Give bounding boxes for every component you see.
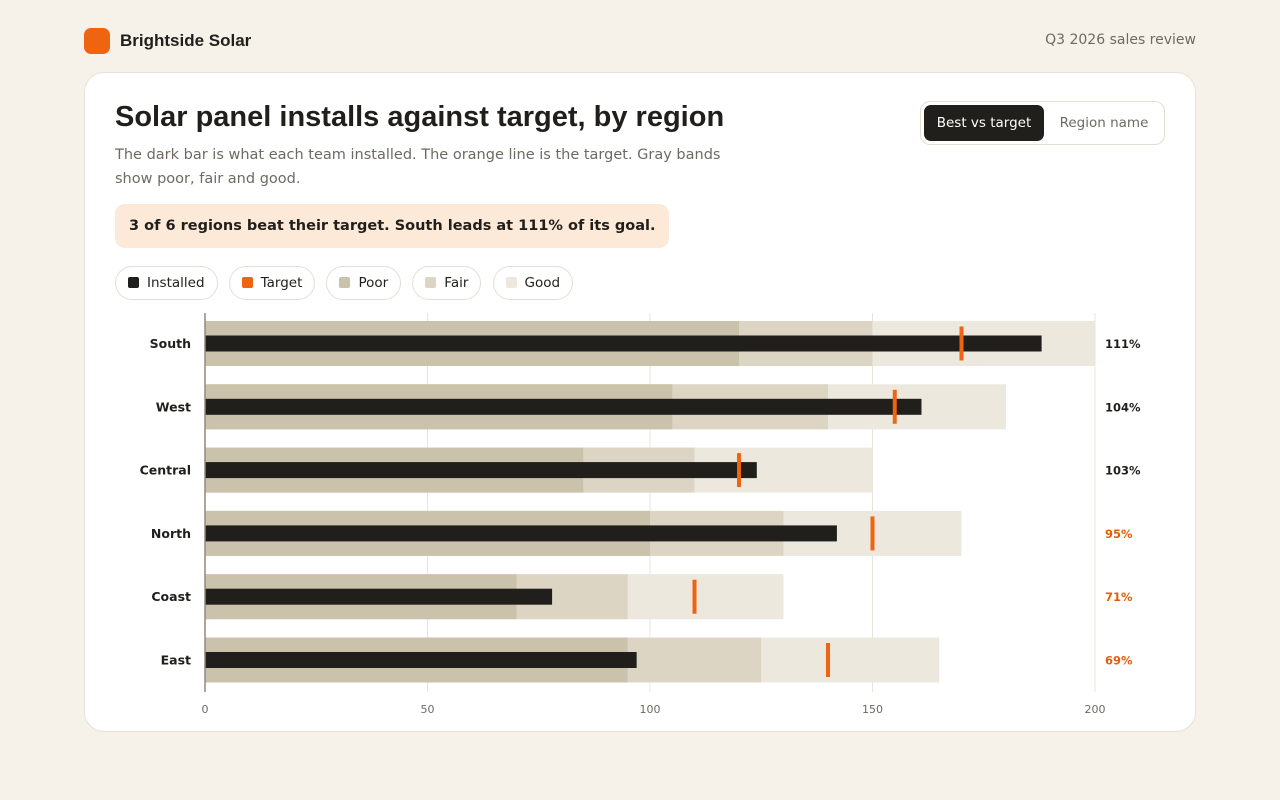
category-label: West [156,399,191,414]
x-tick-label: 150 [862,703,883,716]
sort-region-name-button[interactable]: Region name [1059,115,1149,131]
percent-label: 103% [1105,464,1141,478]
percent-label: 71% [1105,590,1133,604]
sort-toggle: Best vs target Region name [920,101,1165,145]
legend-label: Good [524,275,561,291]
legend-label: Fair [444,275,469,291]
installed-swatch [128,277,139,288]
target-marker [692,579,697,614]
category-label: Coast [151,589,191,604]
target-swatch [241,277,253,288]
legend-item-target[interactable]: Target [228,266,316,300]
legend-label: Poor [358,275,389,291]
legend-item-poor[interactable]: Poor [326,266,402,300]
x-tick-label: 0 [202,703,209,716]
summary-callout: 3 of 6 regions beat their target. South … [115,204,670,248]
installed-bar [205,525,837,542]
category-label: South [150,336,191,351]
legend-label: Installed [147,275,205,291]
legend-item-installed[interactable]: Installed [115,266,218,300]
report-context: Q3 2026 sales review [1045,32,1196,48]
chart-subtitle: The dark bar is what each team installed… [115,147,721,187]
installed-bar [205,652,637,668]
installed-bar [205,462,757,479]
x-tick-label: 200 [1085,703,1106,716]
percent-label: 69% [1105,654,1133,668]
chart-card: South 111% West 104% Central 103% North 95% Coas… [84,72,1196,732]
category-label: Central [140,463,191,478]
legend-item-fair[interactable]: Fair [412,266,482,300]
percent-label: 111% [1105,337,1141,351]
poor-swatch [339,277,351,288]
installed-bar [205,588,553,605]
target-marker [737,453,741,488]
target-marker [959,326,964,361]
target-marker [826,643,830,677]
chart-title: Solar panel installs against target, by … [115,101,725,133]
target-marker [870,516,875,551]
x-tick-label: 50 [421,703,435,716]
percent-label: 104% [1105,400,1141,414]
legend-item-good[interactable]: Good [492,266,574,300]
bullet-chart: South 111% West 104% Central 103% North 95% Coas… [140,313,1141,716]
good-swatch [505,277,517,288]
brand-name: Brightside Solar [120,31,252,50]
brand-logo [84,28,110,54]
sort-best-vs-target-button[interactable]: Best vs target [924,105,1044,141]
legend: Installed Target Poor Fair Good [115,266,579,300]
installed-bar [205,335,1042,352]
legend-label: Target [260,275,303,291]
category-label: North [151,526,191,541]
fair-swatch [425,277,437,288]
category-label: East [161,653,191,668]
target-marker [892,389,897,424]
percent-label: 95% [1105,527,1133,541]
top-bar: Brightside Solar Q3 2026 sales review [84,28,1196,54]
x-tick-label: 100 [640,703,661,716]
installed-bar [205,398,922,415]
